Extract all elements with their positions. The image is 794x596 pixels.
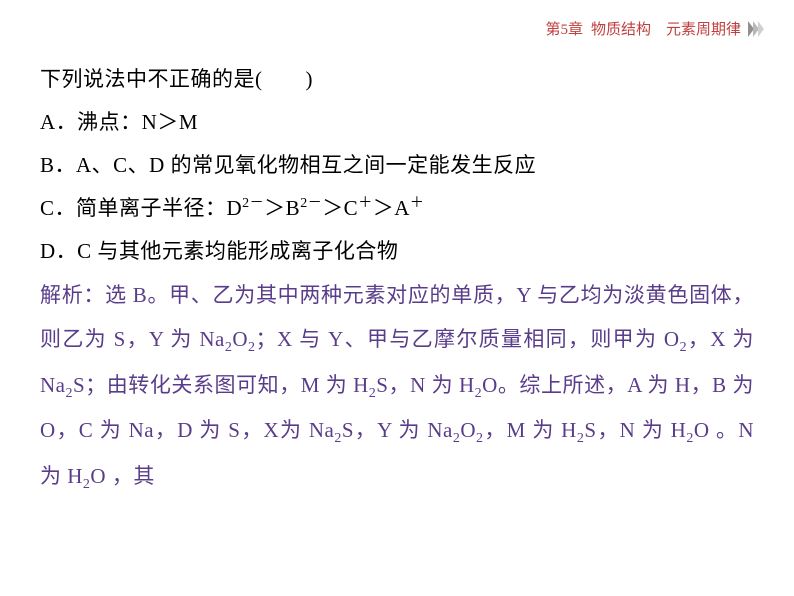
option-c-text: C．简单离子半径：D [40, 196, 242, 220]
answer-text: S，N 为 H [376, 373, 474, 397]
option-c-text: ＞A [373, 196, 410, 220]
answer-text: ，M 为 H [484, 418, 577, 442]
option-c: C．简单离子半径：D2－＞B2－＞C＋＞A＋ [40, 187, 754, 230]
chevron-decoration [749, 21, 764, 37]
answer-text: O [232, 327, 248, 351]
option-d: D．C 与其他元素均能形成离子化合物 [40, 230, 754, 273]
option-b: B．A、C、D 的常见氧化物相互之间一定能发生反应 [40, 144, 754, 187]
answer-text: S，Y 为 Na [342, 418, 453, 442]
answer-text: S；由转化关系图可知，M 为 H [73, 373, 369, 397]
chevron-icon [758, 21, 764, 37]
answer-text: O [460, 418, 476, 442]
answer-text: ；X 与 Y、甲与乙摩尔质量相同，则甲为 O [255, 327, 679, 351]
main-content: 下列说法中不正确的是( ) A．沸点：N＞M B．A、C、D 的常见氧化物相互之… [40, 58, 754, 500]
option-c-text: ＞B [264, 196, 300, 220]
subscript: 2 [475, 386, 483, 401]
option-a: A．沸点：N＞M [40, 101, 754, 144]
page-header: 第5章 物质结构 元素周期律 [545, 18, 764, 39]
subscript: 2 [66, 386, 74, 401]
superscript: 2－ [242, 196, 264, 211]
subscript: 2 [686, 432, 694, 447]
chapter-title: 物质结构 元素周期律 [591, 18, 741, 39]
question-prompt: 下列说法中不正确的是( ) [40, 58, 754, 101]
answer-text: S，N 为 H [584, 418, 686, 442]
subscript: 2 [680, 341, 688, 356]
superscript: 2－ [300, 196, 322, 211]
superscript: ＋ [358, 196, 373, 211]
answer-explanation: 解析：选 B。甲、乙为其中两种元素对应的单质，Y 与乙均为淡黄色固体，则乙为 S… [40, 273, 754, 499]
answer-prefix: 解析：选 B。 [40, 283, 169, 307]
subscript: 2 [476, 432, 484, 447]
answer-text: O ，其 [90, 464, 154, 488]
subscript: 2 [334, 432, 342, 447]
superscript: ＋ [410, 196, 425, 211]
option-c-text: ＞C [322, 196, 358, 220]
chapter-label: 第5章 [545, 18, 583, 39]
